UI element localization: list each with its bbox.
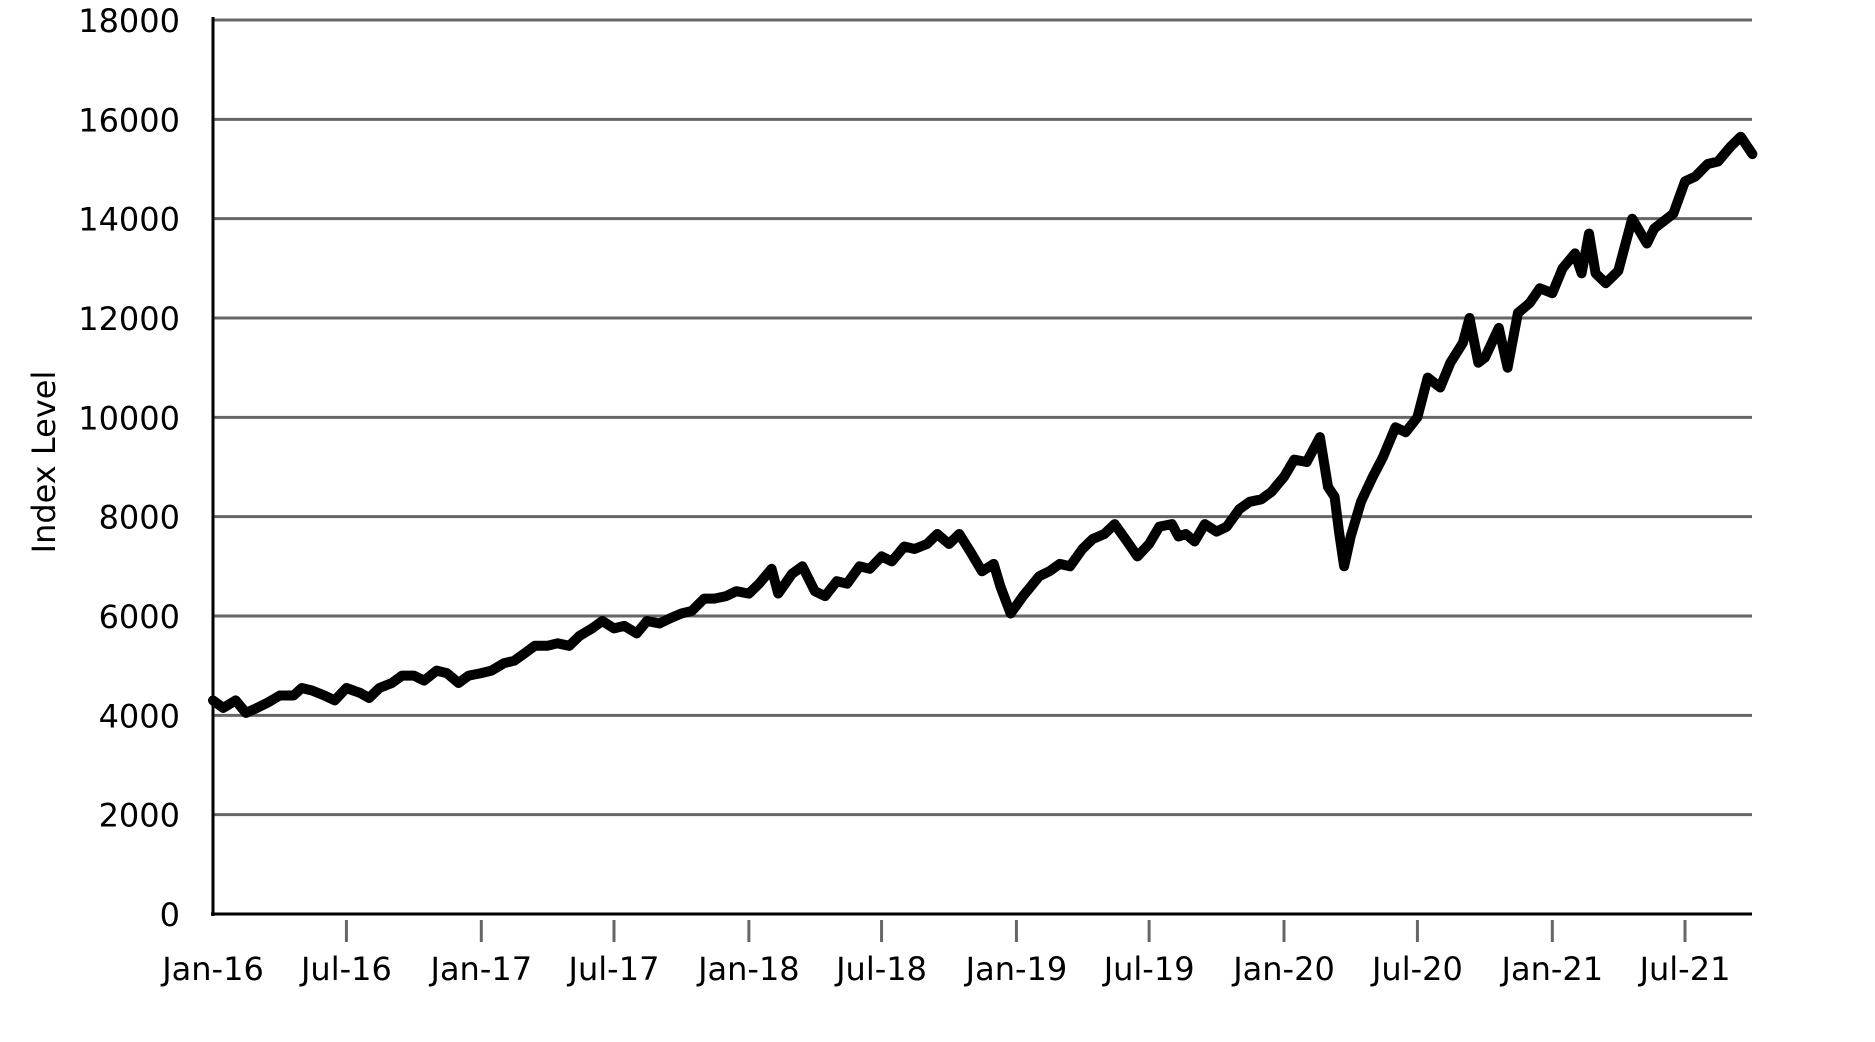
y-tick-label: 18000: [78, 2, 180, 40]
x-tick-label: Jan-16: [160, 950, 264, 988]
y-tick-label: 10000: [78, 399, 180, 437]
y-tick-label: 16000: [78, 101, 180, 139]
x-tick-label: Jan-17: [429, 950, 533, 988]
x-tick-label: Jul-18: [834, 950, 927, 988]
gridlines: [213, 18, 1752, 817]
x-tick-label: Jul-20: [1370, 950, 1463, 988]
x-axis-ticks: Jan-16 Jul-16 Jan-17 Jul-17 Jan-18 Jul-18 Jan-…: [160, 920, 1730, 988]
x-tick-label: Jan-21: [1500, 950, 1604, 988]
y-tick-label: 12000: [78, 300, 180, 338]
y-tick-label: 0: [160, 896, 180, 934]
y-axis-label: Index Level: [25, 371, 63, 554]
x-tick-label: Jan-20: [1231, 950, 1335, 988]
x-tick-label: Jul-21: [1638, 950, 1731, 988]
y-tick-label: 14000: [78, 201, 180, 239]
y-axis-tick-labels: 0 2000 4000 6000 8000 10000 12000 14000 16000 180…: [78, 2, 180, 934]
y-tick-label: 4000: [99, 697, 180, 735]
x-tick-label: Jan-18: [696, 950, 800, 988]
y-tick-label: 2000: [99, 797, 180, 835]
x-tick-label: Jul-17: [567, 950, 660, 988]
x-tick-label: Jul-16: [299, 950, 392, 988]
series-line: [208, 131, 1758, 718]
x-tick-label: Jan-19: [964, 950, 1068, 988]
x-tick-label: Jul-19: [1102, 950, 1195, 988]
y-tick-label: 8000: [99, 499, 180, 537]
y-tick-label: 6000: [99, 598, 180, 636]
